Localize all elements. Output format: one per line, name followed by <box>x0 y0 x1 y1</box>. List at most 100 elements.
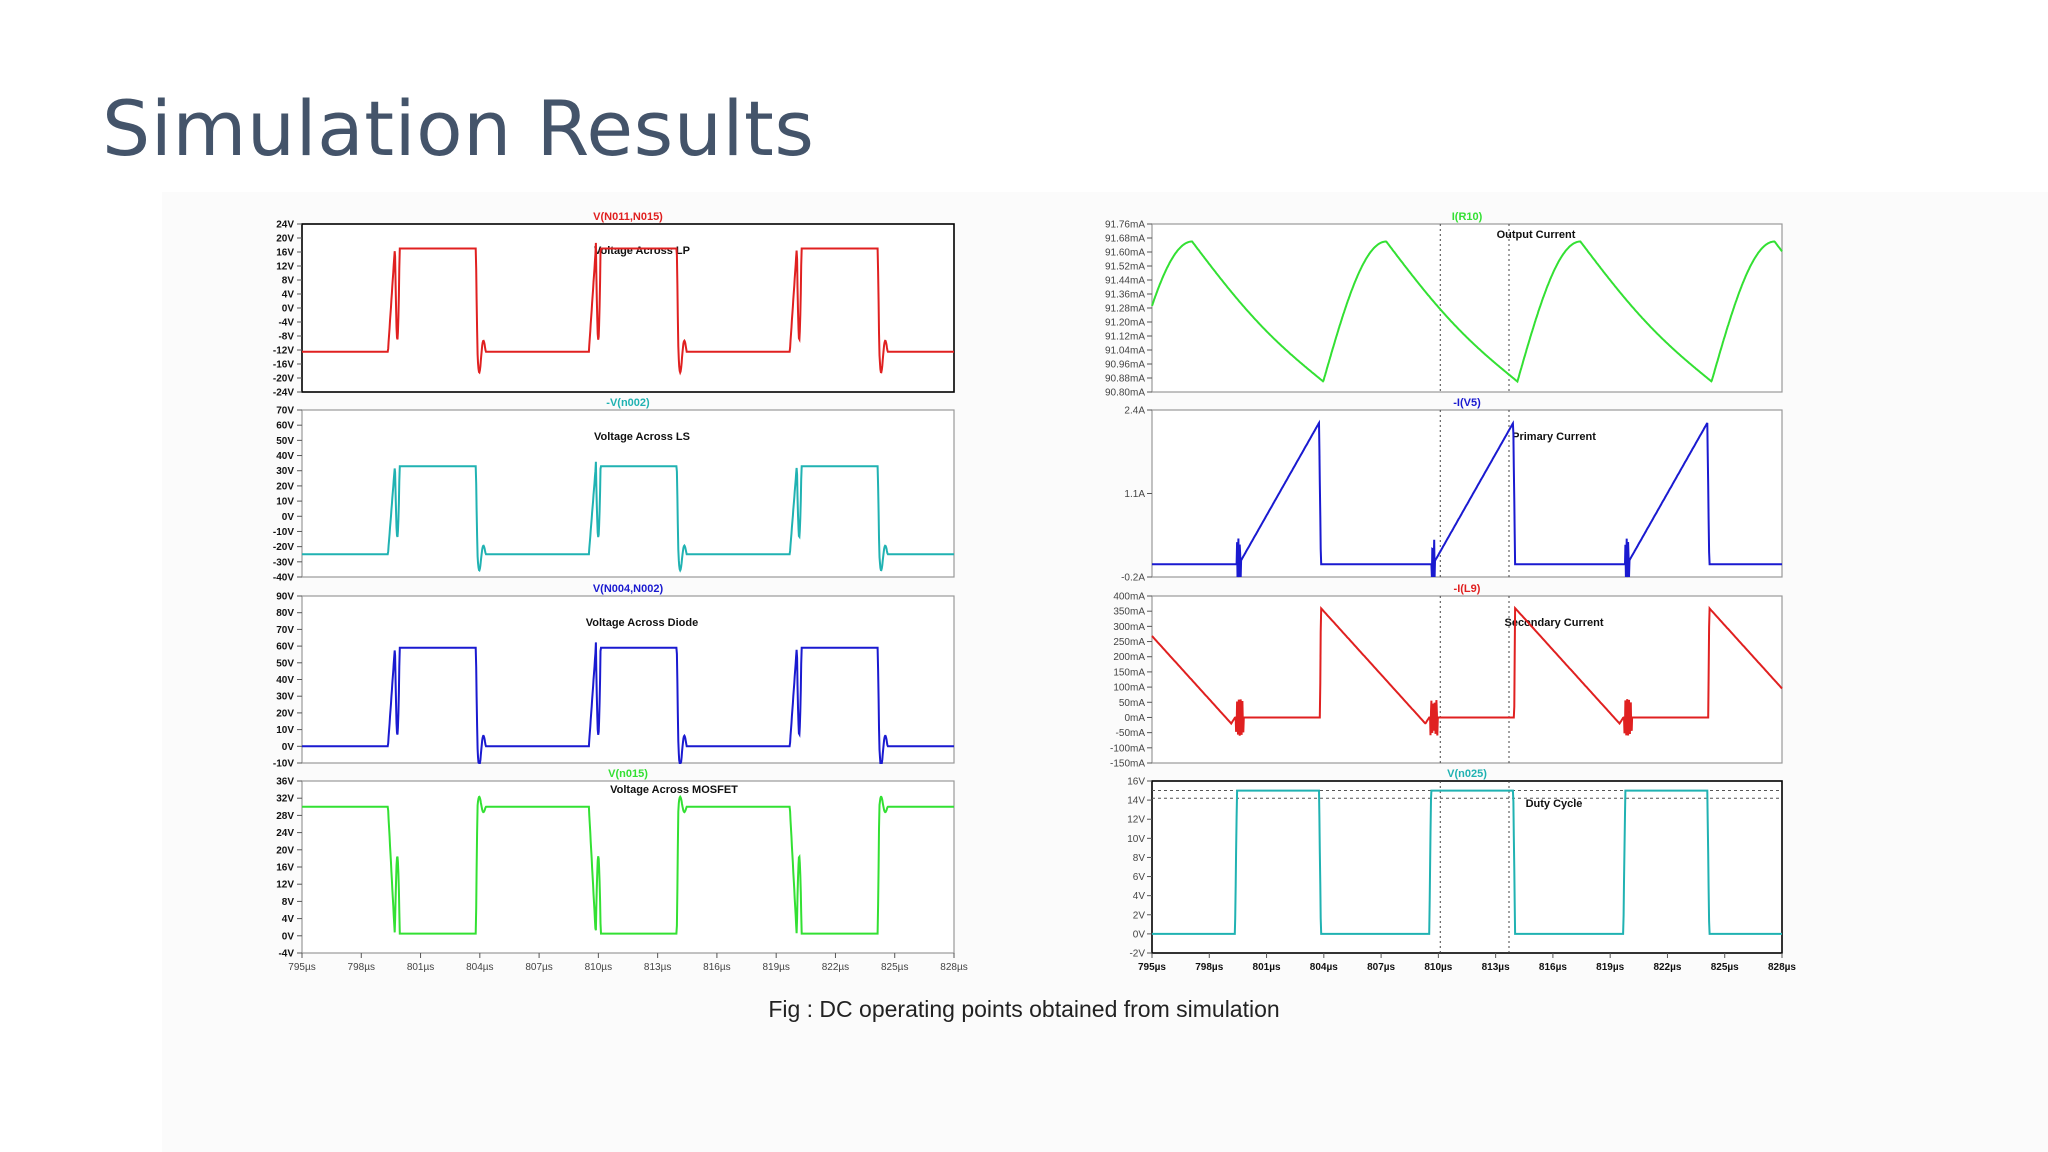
x-tick-label: 828µs <box>1768 962 1796 973</box>
trace-title-duty: V(n025) <box>1447 768 1487 780</box>
trace-title-ls: -V(n002) <box>606 397 650 409</box>
y-tick-label: -100mA <box>1110 743 1145 754</box>
y-tick-label: -10V <box>273 759 294 770</box>
waveform-ls <box>302 461 954 573</box>
y-tick-label: 12V <box>1127 815 1145 826</box>
plot-frame-ls <box>301 409 955 578</box>
y-tick-label: 91.52mA <box>1105 262 1145 273</box>
trace-title-secondary: -I(L9) <box>1454 583 1481 595</box>
x-tick-label: 816µs <box>1539 962 1567 973</box>
annotation-secondary: Secondary Current <box>1504 617 1603 629</box>
x-tick-label: 810µs <box>1424 962 1452 973</box>
trace-title-out: I(R10) <box>1452 211 1483 223</box>
annotation-diode: Voltage Across Diode <box>586 617 698 629</box>
y-tick-label: 20V <box>276 234 294 245</box>
y-tick-label: 0V <box>282 931 295 942</box>
y-tick-label: -20V <box>273 374 294 385</box>
slide-title: Simulation Results <box>102 84 815 173</box>
y-tick-label: 70V <box>276 406 294 417</box>
y-tick-label: 91.68mA <box>1105 234 1145 245</box>
y-tick-label: -2V <box>1129 949 1145 960</box>
waveform-mosfet <box>302 794 954 935</box>
x-tick-label: 828µs <box>940 962 967 973</box>
y-tick-label: 91.04mA <box>1105 346 1145 357</box>
y-tick-label: 0V <box>1133 929 1146 940</box>
y-tick-label: 16V <box>1127 777 1145 788</box>
annotation-mosfet: Voltage Across MOSFET <box>610 784 738 796</box>
annotation-duty: Duty Cycle <box>1526 798 1583 810</box>
y-tick-label: 10V <box>276 725 294 736</box>
y-tick-label: 50mA <box>1119 698 1145 709</box>
x-tick-label: 822µs <box>822 962 849 973</box>
y-tick-label: 16V <box>276 863 294 874</box>
waveform-out <box>1151 240 1783 384</box>
x-tick-label: 810µs <box>585 962 612 973</box>
y-tick-label: 14V <box>1127 796 1145 807</box>
y-tick-label: 91.12mA <box>1105 332 1145 343</box>
y-tick-label: 60V <box>276 421 294 432</box>
y-tick-label: 0V <box>282 742 295 753</box>
x-tick-label: 801µs <box>407 962 434 973</box>
y-tick-label: 24V <box>276 220 294 231</box>
y-tick-label: 0V <box>282 512 295 523</box>
y-tick-label: 10V <box>276 497 294 508</box>
y-tick-label: -24V <box>273 388 294 399</box>
x-tick-label: 825µs <box>881 962 908 973</box>
y-tick-label: -50mA <box>1116 728 1146 739</box>
y-tick-label: 4V <box>282 914 295 925</box>
y-tick-label: 91.44mA <box>1105 276 1145 287</box>
plot-frame-primary <box>1151 409 1783 578</box>
y-tick-label: 80V <box>276 608 294 619</box>
x-tick-label: 813µs <box>644 962 671 973</box>
figure-caption: Fig : DC operating points obtained from … <box>768 996 1280 1022</box>
x-tick-label: 804µs <box>1310 962 1338 973</box>
x-tick-label: 801µs <box>1253 962 1281 973</box>
y-tick-label: -30V <box>273 557 294 568</box>
trace-title-mosfet: V(n015) <box>608 768 648 780</box>
x-tick-label: 807µs <box>1367 962 1395 973</box>
waveform-diode <box>302 642 954 764</box>
y-tick-label: 200mA <box>1113 652 1145 663</box>
y-tick-label: 12V <box>276 880 294 891</box>
y-tick-label: 90V <box>276 592 294 603</box>
y-tick-label: 4V <box>1133 891 1146 902</box>
y-tick-label: 400mA <box>1113 592 1145 603</box>
y-tick-label: 100mA <box>1113 683 1145 694</box>
y-tick-label: -20V <box>273 542 294 553</box>
waveform-plots: 24V 20V 16V 12V 8V 4V 0V -4V -8V -12V -16V -20V -24V… <box>273 211 1797 973</box>
y-tick-label: 91.36mA <box>1105 290 1145 301</box>
waveform-primary <box>1152 419 1782 578</box>
y-tick-label: 1.1A <box>1124 489 1145 500</box>
y-tick-label: 8V <box>282 276 295 287</box>
x-tick-label: 804µs <box>466 962 493 973</box>
y-tick-label: 12V <box>276 262 294 273</box>
x-tick-label: 825µs <box>1711 962 1739 973</box>
x-tick-label: 807µs <box>525 962 552 973</box>
plot-frame-duty <box>1151 780 1783 954</box>
y-tick-label: 90.88mA <box>1105 374 1145 385</box>
x-tick-label: 798µs <box>348 962 375 973</box>
y-tick-label: 250mA <box>1113 637 1145 648</box>
y-tick-label: 40V <box>276 451 294 462</box>
y-tick-label: 91.60mA <box>1105 248 1145 259</box>
annotation-out: Output Current <box>1497 229 1576 241</box>
trace-title-lp: V(N011,N015) <box>593 211 663 223</box>
y-tick-label: 20V <box>276 481 294 492</box>
x-tick-label: 822µs <box>1653 962 1681 973</box>
waveform-secondary <box>1151 605 1783 736</box>
y-tick-label: 16V <box>276 248 294 259</box>
y-tick-label: 24V <box>276 828 294 839</box>
y-tick-label: 150mA <box>1113 667 1145 678</box>
y-tick-label: 50V <box>276 436 294 447</box>
annotation-ls: Voltage Across LS <box>594 431 690 443</box>
trace-title-primary: -I(V5) <box>1453 397 1481 409</box>
y-tick-label: 20V <box>276 845 294 856</box>
y-tick-label: 40V <box>276 675 294 686</box>
x-tick-label: 798µs <box>1195 962 1223 973</box>
waveform-lp <box>302 242 954 376</box>
y-tick-label: 60V <box>276 642 294 653</box>
y-tick-label: 36V <box>276 777 294 788</box>
y-tick-label: 30V <box>276 466 294 477</box>
plot-frame-diode <box>301 595 955 764</box>
waveform-duty <box>1152 789 1782 935</box>
